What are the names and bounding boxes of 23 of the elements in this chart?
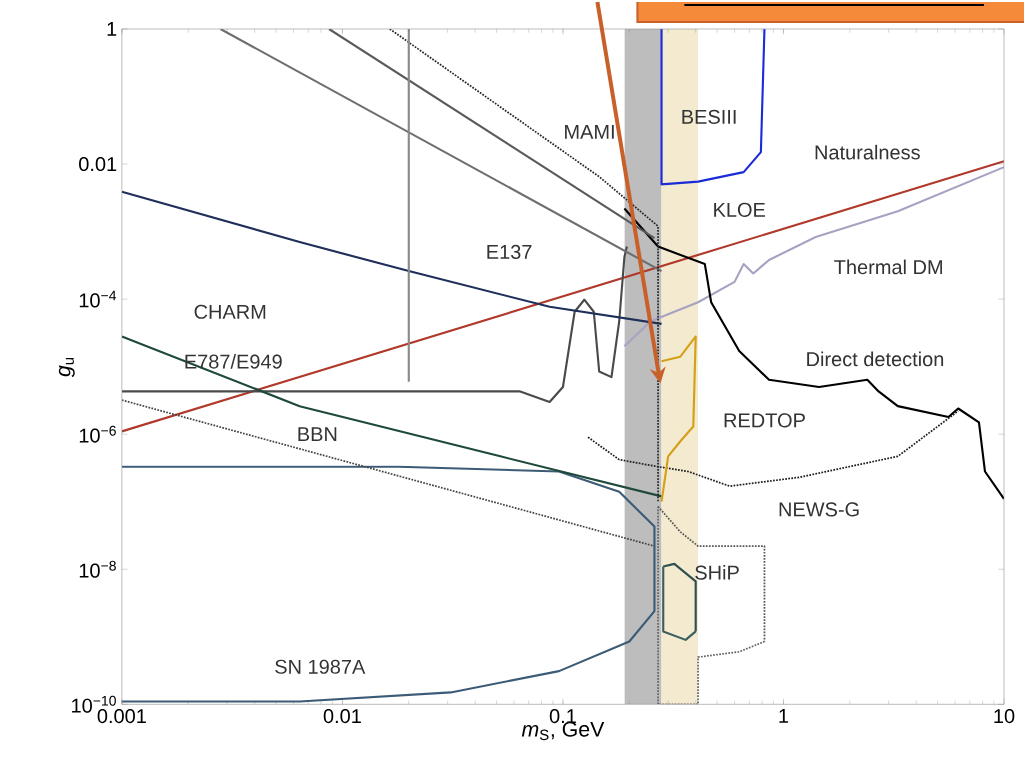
y-tick-label: 10$^{−8}$ [79,560,116,578]
y-tick-label: 0.01 [79,156,117,171]
annotation: Direct detection [807,351,944,367]
y-tick-label: 10$^{−4}$ [79,290,117,308]
annotation: E787/E949 [185,353,282,369]
annotation: CHARM [194,304,266,319]
annotation: E137 [487,244,532,259]
annotation: Thermal DM [834,259,942,275]
y-tick-label: 1 [107,21,117,36]
x-tick-label: 0.01 [323,708,361,724]
y-tick-label: 10$^{−6}$ [79,425,116,443]
x-tick-label: 1 [779,708,789,723]
annotation: REDTOP [724,413,805,428]
annotation: Naturalness [815,144,920,160]
annotation: SHiP [695,564,739,580]
annotation: BESIII [682,109,736,124]
annotation: SN 1987A [275,659,366,674]
x-tick-label: 10 [994,708,1015,724]
annotation: MAMI [565,124,614,139]
y-axis-title: g$_{u}$ [58,357,75,377]
annotation: KLOE [714,202,766,217]
annotation: NEWS-G [779,502,859,517]
annotation: BBN [298,427,337,441]
